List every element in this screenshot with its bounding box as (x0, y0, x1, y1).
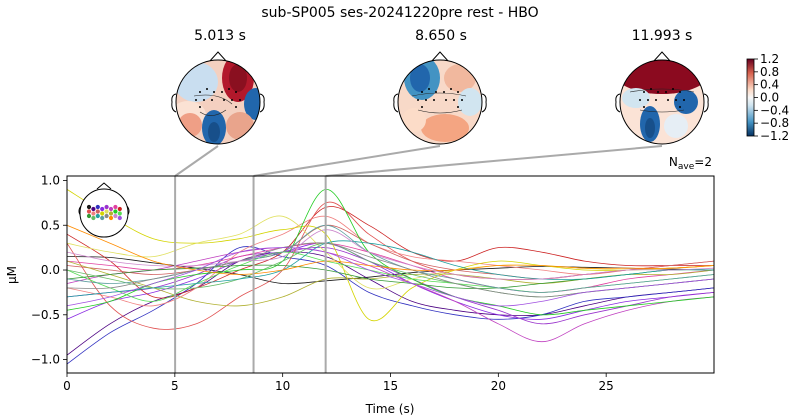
colorbar-gradient (746, 58, 755, 137)
sensor-dot-23 (117, 215, 122, 221)
topomap-time-label: 8.650 s (415, 28, 467, 44)
colorbar-tick-label: 0.0 (760, 91, 779, 105)
nave-prefix: N (669, 155, 678, 169)
topomap-3 (615, 51, 709, 145)
connector-line-1 (253, 145, 441, 177)
series-line-14 (67, 188, 714, 316)
y-tick-label: 0.5 (41, 218, 60, 232)
sensor-dot-15 (117, 211, 122, 216)
sensor-dot-5 (108, 206, 114, 212)
sensor-dot-22 (113, 213, 118, 219)
sensor-dot-1 (91, 206, 96, 212)
nave-annotation: Nave=2 (669, 155, 712, 172)
sensor-dot-7 (117, 206, 122, 212)
connector-line-0 (174, 145, 219, 177)
topomap-1 (171, 51, 265, 145)
sensor-dot-11 (100, 211, 105, 216)
sensor-dot-12 (104, 209, 109, 214)
sensor-dot-21 (108, 215, 114, 221)
series-line-11 (67, 189, 714, 322)
colorbar-tick-label: 0.4 (760, 78, 779, 92)
series-line-9 (67, 215, 714, 307)
sensor-dot-2 (95, 204, 100, 210)
nave-value: =2 (694, 155, 712, 169)
topomap-time-label: 11.993 s (632, 28, 693, 44)
sensor-dot-6 (113, 204, 118, 210)
sensor-dot-8 (86, 209, 92, 214)
y-tick-label: −0.5 (31, 308, 60, 322)
x-tick-label: 5 (171, 379, 179, 393)
sensor-dot-0 (86, 204, 92, 210)
colorbar-tick-label: −0.4 (760, 103, 789, 117)
sensor-dot-20 (104, 213, 109, 219)
x-tick-label: 10 (275, 379, 290, 393)
x-axis-label: Time (s) (365, 402, 415, 416)
colorbar-tick-label: 1.2 (760, 52, 779, 66)
plot-area: 0 5 10 15 20 25 −1.0 −0.5 0.0 0.5 1.0 (31, 173, 715, 393)
colorbar-tick-label: −1.2 (760, 129, 789, 143)
figure-title: sub-SP005 ses-20241220pre rest - HBO (261, 5, 538, 21)
y-axis-label: µM (5, 266, 19, 284)
topomap-connectors (174, 145, 663, 177)
sensor-dot-19 (100, 215, 105, 221)
y-tick-label: 0.0 (41, 263, 60, 277)
nave-subscript: ave (678, 162, 695, 172)
sensor-dot-18 (95, 213, 100, 219)
topomap-2 (393, 51, 487, 145)
y-tick-label: 1.0 (41, 173, 60, 187)
sensor-dot-3 (100, 206, 105, 212)
colorbar-tick-label: 0.8 (760, 65, 779, 79)
x-tick-label: 25 (599, 379, 614, 393)
connector-line-2 (325, 145, 663, 177)
x-tick-label: 15 (383, 379, 398, 393)
colorbar: 1.20.80.40.0−0.4−0.8−1.2 (746, 52, 789, 143)
x-tick-label: 0 (63, 379, 71, 393)
series-line-21 (67, 224, 714, 275)
sensor-dot-4 (104, 204, 109, 210)
sensor-inset (78, 182, 130, 238)
sensor-dot-16 (86, 213, 92, 219)
sensor-dot-9 (91, 211, 96, 216)
sensor-dot-14 (113, 209, 118, 214)
sensor-dot-13 (108, 211, 114, 216)
topomap-time-label: 5.013 s (194, 28, 246, 44)
colorbar-tick-label: −0.8 (760, 116, 789, 130)
sensor-dot-17 (91, 215, 96, 221)
y-tick-label: −1.0 (31, 353, 60, 367)
x-tick-label: 20 (491, 379, 506, 393)
series-line-5 (67, 247, 714, 343)
sensor-dot-10 (95, 209, 100, 214)
